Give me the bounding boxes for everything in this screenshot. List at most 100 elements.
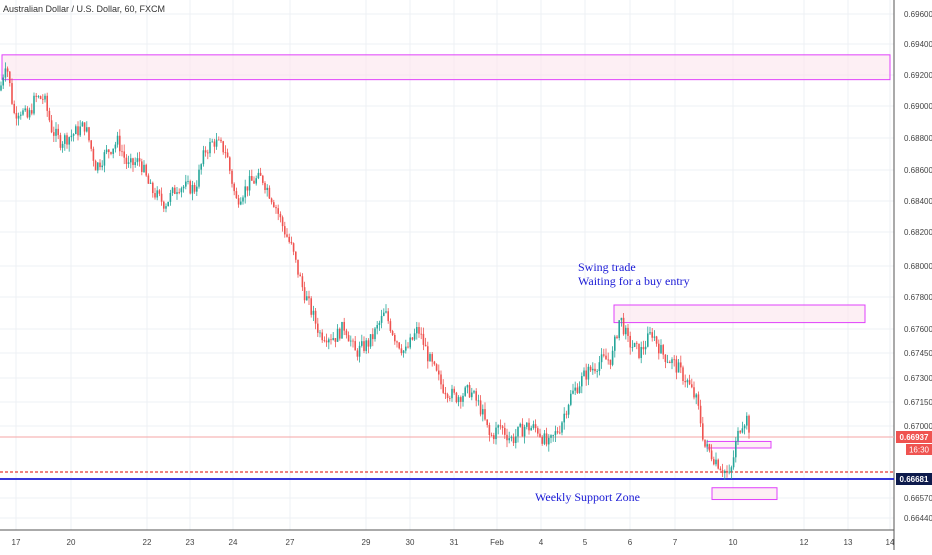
candle-body: [726, 470, 728, 473]
candle-body: [178, 192, 180, 193]
candle-body: [352, 340, 354, 342]
candle-body: [647, 333, 649, 347]
candle-body: [121, 151, 123, 153]
candle-body: [394, 334, 396, 342]
candle-body: [611, 350, 614, 365]
candle-body: [88, 127, 90, 141]
x-tick-label: 13: [844, 538, 853, 547]
candle-body: [339, 328, 341, 339]
candle-body: [59, 135, 62, 148]
candle-body: [182, 186, 185, 189]
candle-body: [158, 190, 161, 194]
candle-body: [556, 431, 559, 433]
candle-body: [156, 190, 158, 198]
x-tick-label: 12: [800, 538, 809, 547]
candle-body: [697, 394, 700, 406]
candle-body: [391, 331, 394, 335]
candle-body: [270, 198, 273, 203]
candle-body: [713, 459, 715, 465]
candle-body: [198, 169, 200, 187]
candle-body: [145, 164, 147, 176]
candle-body: [94, 160, 97, 171]
candle-body: [92, 148, 95, 161]
support-price-tag: [896, 473, 932, 485]
candle-body: [70, 135, 73, 138]
candle-body: [83, 122, 86, 132]
candle-body: [746, 415, 748, 426]
candle-body: [171, 187, 174, 194]
candle-body: [638, 343, 640, 358]
candle-body: [655, 336, 658, 344]
candle-body: [105, 149, 108, 153]
candle-body: [484, 409, 486, 420]
candle-body: [77, 126, 79, 136]
candle-body: [209, 141, 211, 154]
candle-body: [6, 68, 9, 72]
candle-body: [363, 341, 365, 351]
candle-body: [521, 423, 524, 437]
candle-body: [629, 335, 631, 348]
y-tick-label: 0.66440: [904, 514, 932, 523]
candle-body: [455, 392, 458, 403]
x-tick-label: 7: [673, 538, 678, 547]
candle-body: [407, 346, 409, 348]
candle-body: [413, 333, 416, 340]
candle-body: [488, 425, 491, 435]
x-tick-label: 23: [186, 538, 195, 547]
candle-body: [636, 342, 638, 344]
candle-body: [572, 390, 574, 394]
candle-body: [101, 165, 103, 168]
candle-body: [328, 339, 330, 343]
candle-body: [319, 332, 321, 334]
candle-body: [138, 158, 141, 162]
candle-body: [167, 201, 169, 207]
candle-body: [123, 151, 125, 158]
candle-body: [493, 435, 495, 440]
candle-body: [99, 162, 101, 168]
candle-body: [497, 425, 499, 428]
candle-body: [468, 385, 471, 398]
candle-body: [515, 436, 517, 444]
candle-body: [715, 459, 717, 465]
candle-body: [559, 432, 561, 434]
candle-body: [383, 312, 385, 316]
support-price-value: 0.66681: [900, 475, 929, 484]
candle-body: [622, 317, 625, 335]
candle-body: [640, 347, 642, 358]
candle-body: [499, 425, 502, 427]
candle-body: [416, 327, 418, 334]
candle-body: [666, 361, 669, 363]
candle-body: [185, 181, 187, 187]
candle-body: [594, 368, 596, 372]
candle-body: [358, 345, 361, 357]
candle-body: [233, 183, 235, 192]
candle-body: [440, 374, 442, 385]
candle-body: [565, 413, 568, 415]
candle-body: [409, 337, 411, 348]
candle-body: [108, 149, 110, 153]
candle-body: [286, 234, 288, 237]
candle-body: [20, 114, 22, 116]
candle-body: [299, 274, 301, 277]
candle-body: [620, 317, 623, 321]
candle-body: [475, 391, 477, 401]
candle-body: [607, 359, 609, 361]
candle-body: [739, 430, 741, 433]
candle-body: [662, 345, 664, 355]
y-tick-label: 0.68400: [904, 197, 932, 206]
candle-body: [460, 397, 462, 402]
candle-body: [372, 334, 374, 340]
candle-body: [693, 387, 695, 398]
y-tick-label: 0.67450: [904, 349, 932, 358]
x-tick-label: 5: [583, 538, 588, 547]
candle-body: [592, 368, 594, 371]
candle-body: [297, 259, 299, 275]
candle-body: [46, 95, 48, 111]
candle-body: [341, 321, 343, 339]
candle-body: [570, 393, 572, 405]
candle-body: [301, 276, 304, 288]
candle-body: [268, 187, 271, 199]
candle-body: [651, 332, 653, 338]
